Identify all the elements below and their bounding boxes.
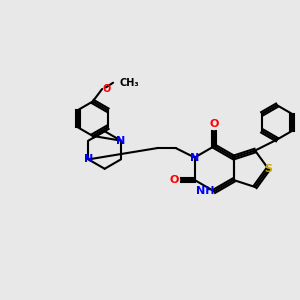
Text: N: N (84, 154, 93, 164)
Text: NH: NH (196, 186, 214, 196)
Text: O: O (209, 119, 219, 129)
Text: O: O (169, 175, 179, 185)
Text: O: O (103, 84, 111, 94)
Text: N: N (190, 152, 199, 163)
Text: S: S (264, 164, 272, 174)
Text: N: N (116, 136, 125, 146)
Text: CH₃: CH₃ (119, 78, 139, 88)
